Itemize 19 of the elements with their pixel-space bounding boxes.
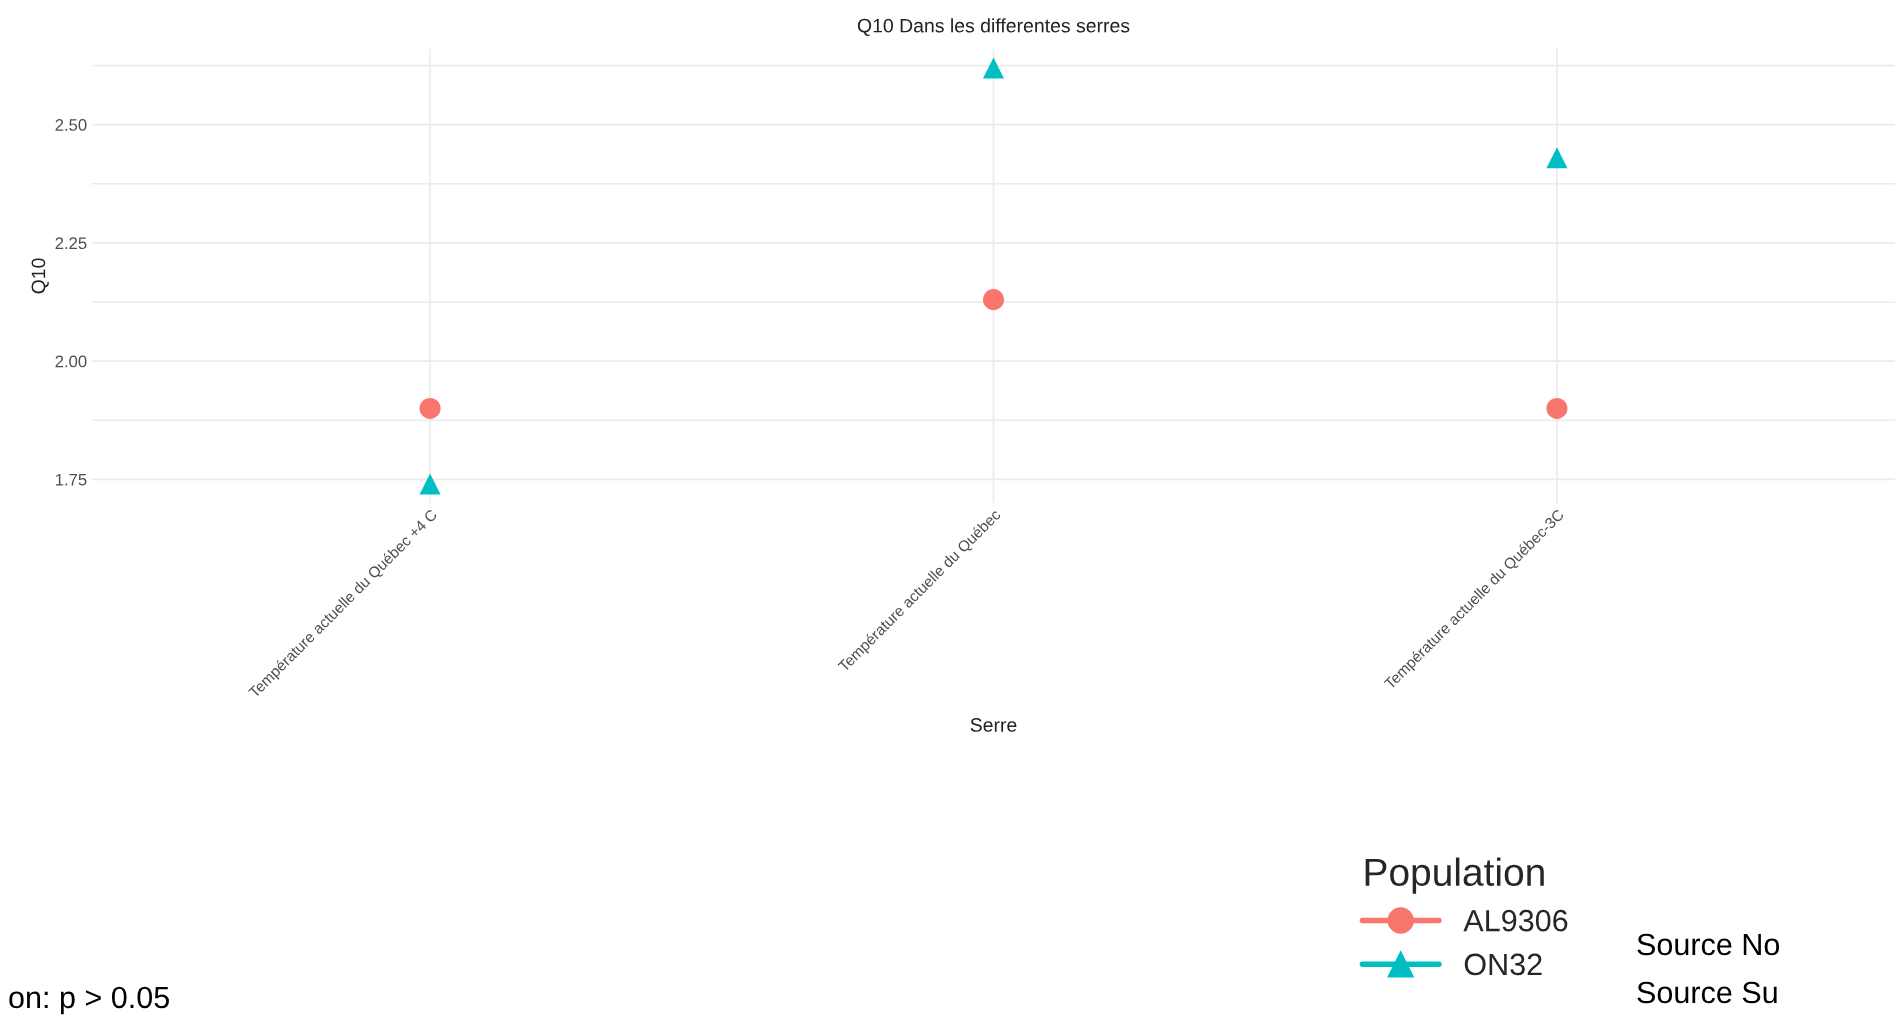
source-note: Source No	[1637, 933, 1780, 956]
point	[419, 397, 441, 419]
point	[982, 289, 1005, 311]
legend-label: AL9306	[1463, 909, 1568, 932]
point	[982, 57, 1005, 79]
text: on: p > 0.05	[9, 986, 169, 1015]
y-tick-label: 2.50	[55, 119, 87, 131]
y-tick-label: 2.00	[55, 355, 87, 368]
legend-title: Population	[1365, 857, 1544, 894]
y-tick-label: 2.25	[55, 237, 87, 250]
point	[1546, 147, 1568, 169]
source-note: Source Su	[1637, 981, 1777, 1004]
chart-title: Q10 Dans les differentes serres	[857, 18, 1130, 37]
x-axis-title: Serre	[970, 718, 1017, 732]
y-axis-title: Q10	[31, 258, 49, 294]
y-tick-label: 1.75	[55, 473, 87, 486]
point	[1546, 397, 1568, 419]
legend-label: ON32	[1464, 953, 1542, 976]
point	[419, 473, 441, 495]
